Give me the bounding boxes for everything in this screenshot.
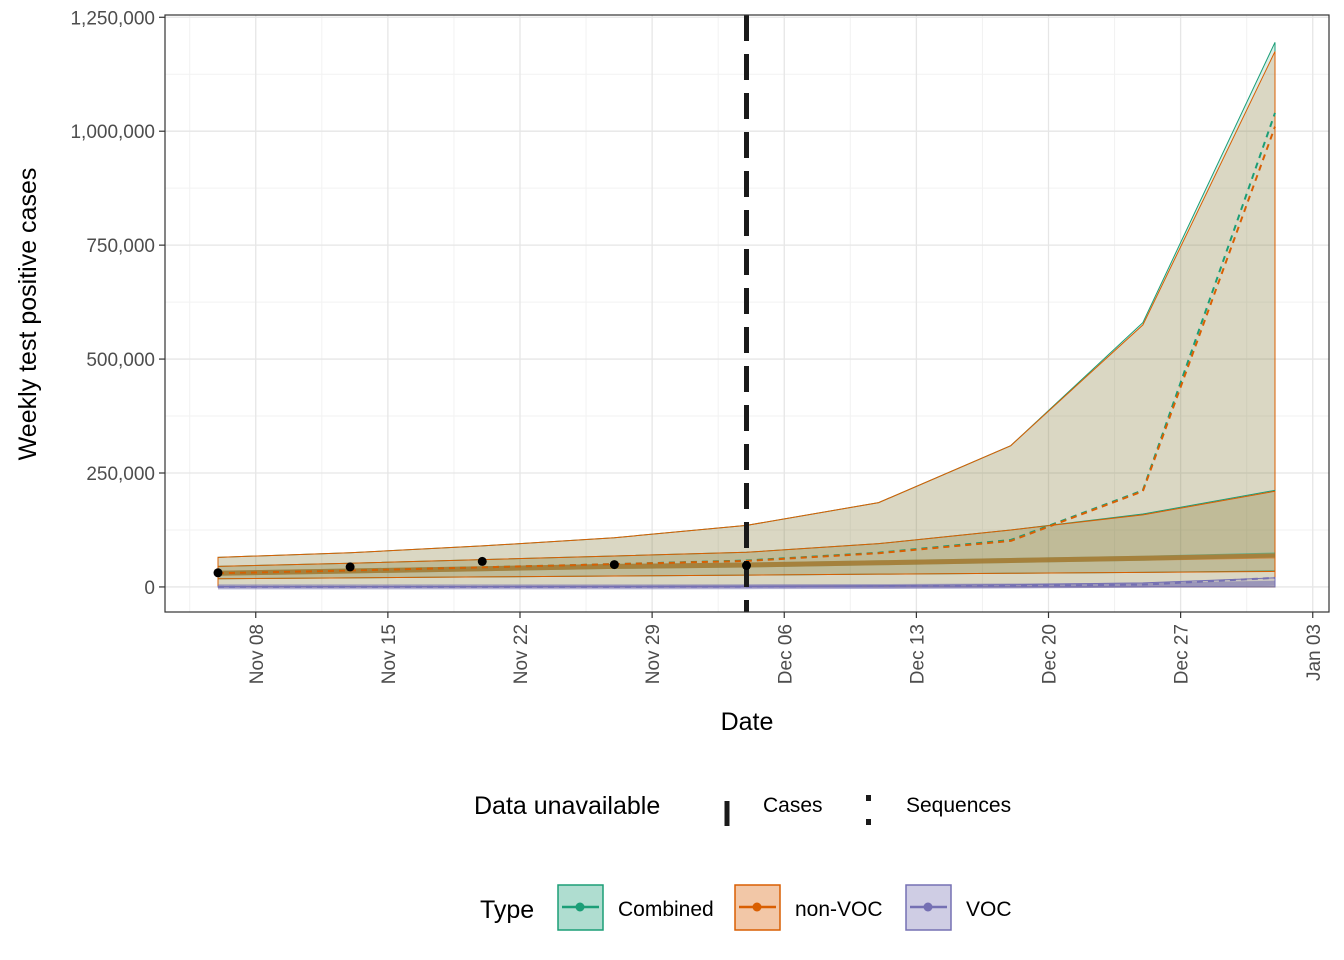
y-axis-title: Weekly test positive cases [14,168,42,461]
legend-voc-label: VOC [966,898,1012,921]
x-tick-label: Nov 15 [379,624,400,684]
legend-combined-label: Combined [618,898,714,921]
legend-sequences-label: Sequences [906,794,1011,817]
legend-cases-label: Cases [763,794,823,817]
y-tick-label: 750,000 [86,236,155,257]
x-tick-label: Dec 20 [1040,624,1061,684]
band-inner-nonvoc [217,490,1276,580]
x-tick-label: Dec 13 [907,624,928,684]
observed-point [477,556,487,566]
legend-data-unavailable: Data unavailable Cases Sequences [474,792,1011,826]
x-tick-label: Nov 22 [511,624,532,684]
y-axis: 0 250,000 500,000 750,000 1,000,000 1,250,000 [70,8,165,599]
y-tick-label: 1,000,000 [70,122,155,143]
x-axis-title: Date [721,708,774,736]
y-tick-label: 500,000 [86,350,155,371]
observed-point [345,562,355,572]
x-tick-label: Jan 03 [1304,624,1325,681]
plot-panel-border [164,14,1330,613]
observed-point [742,561,751,571]
observed-points [213,556,751,578]
legend-sequences-key-dot-top [866,795,871,801]
legend-combined-key-point [575,902,585,912]
y-tick-label: 250,000 [86,464,155,485]
legend-data-unavailable-title: Data unavailable [474,792,660,820]
x-tick-label: Nov 29 [643,624,664,684]
x-axis: Nov 08 Nov 15 Nov 22 Nov 29 Dec 06 Dec 13 Dec … [247,612,1325,684]
legend-nonvoc-key-point [752,902,762,912]
legend-nonvoc-label: non-VOC [795,898,883,921]
x-tick-label: Dec 06 [775,624,796,684]
legend-voc-key-point [923,902,933,912]
x-tick-label: Dec 27 [1172,624,1193,684]
legend-sequences-key-dot-bottom [866,819,871,825]
y-tick-label: 1,250,000 [70,8,155,29]
observed-point [213,568,223,578]
forecast-line-nonvoc [217,126,1276,575]
x-tick-label: Nov 08 [247,624,268,684]
y-tick-label: 0 [144,578,155,599]
legend-type-title: Type [480,896,534,924]
observed-point [609,560,619,570]
legend-type: Type Combined non-VOC VOC [480,884,1012,931]
